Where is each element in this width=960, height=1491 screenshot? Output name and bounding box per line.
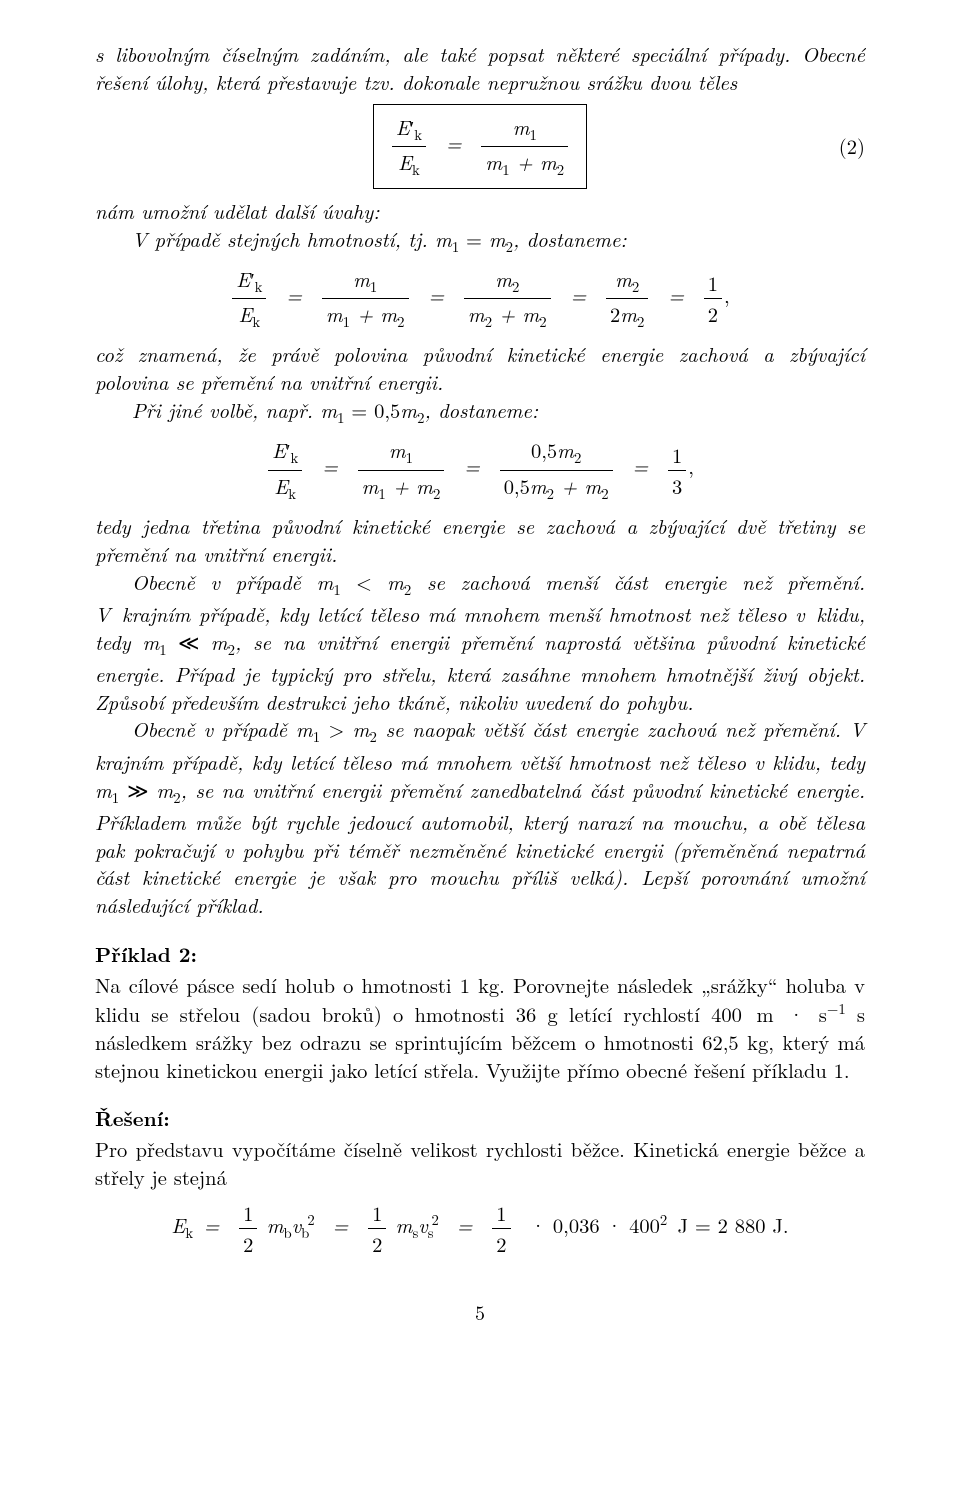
paragraph-intro: s libovolným číselným zadáním, ale také … <box>95 40 865 96</box>
heading-solution: Řešení: <box>95 1105 865 1133</box>
equation-2-frame: E′k Ek = m1 m1 + m2 <box>373 104 587 189</box>
paragraph-m1-gt-m2: Obecně v případě m1 > m2 se naopak větší… <box>95 715 865 919</box>
frac-m-ratio: m1 m1 + m2 <box>481 113 568 180</box>
paragraph-case-equal: V případě stejných hmotností, tj. m1 = m… <box>95 225 865 257</box>
paragraph-m1-lt-m2: Obecně v případě m1 < m2 se zachová menš… <box>95 568 865 716</box>
text: , dostaneme: <box>424 395 538 424</box>
text: Při jiné volbě, např. <box>132 395 320 424</box>
equation-half: E′k Ek = m1 m1 + m2 = m2 m2 + m2 = m2 2m… <box>95 265 865 332</box>
page: s libovolným číselným zadáním, ale také … <box>0 0 960 1365</box>
equation-2: E′k Ek = m1 m1 + m2 (2) <box>95 104 865 189</box>
heading-example-2: Příklad 2: <box>95 941 865 969</box>
text: , dostaneme: <box>513 224 627 253</box>
paragraph-assumptions: nám umožní udělat další úvahy: <box>95 197 865 225</box>
text: nám umožní udělat další úvahy: <box>95 196 380 225</box>
text: V případě stejných hmotností, tj. <box>132 224 435 253</box>
text: s libovolným číselným zadáním, ale také … <box>95 39 865 96</box>
frac-ek-ratio: E′k Ek <box>392 113 426 180</box>
page-number: 5 <box>95 1298 865 1325</box>
equation-2-label: (2) <box>839 132 865 160</box>
equation-ek: Ek = 12 mbvb2 = 12 msvs2 = 12 · 0,036 · … <box>95 1199 865 1258</box>
text: což znamená, že právě polovina původní k… <box>95 339 865 396</box>
paragraph-third-result: tedy jedna třetina původní kinetické ene… <box>95 512 865 568</box>
example-2-body: Na cílové pásce sedí holub o hmotnosti 1… <box>95 971 865 1083</box>
text: tedy jedna třetina původní kinetické ene… <box>95 511 865 568</box>
paragraph-half-result: což znamená, že právě polovina původní k… <box>95 340 865 396</box>
paragraph-case-05: Při jiné volbě, např. m1 = 0,5m2, dostan… <box>95 396 865 428</box>
solution-intro: Pro představu vypočítáme číselně velikos… <box>95 1135 865 1191</box>
equation-third: E′k Ek = m1 m1 + m2 = 0,5m2 0,5m2 + m2 =… <box>95 436 865 503</box>
